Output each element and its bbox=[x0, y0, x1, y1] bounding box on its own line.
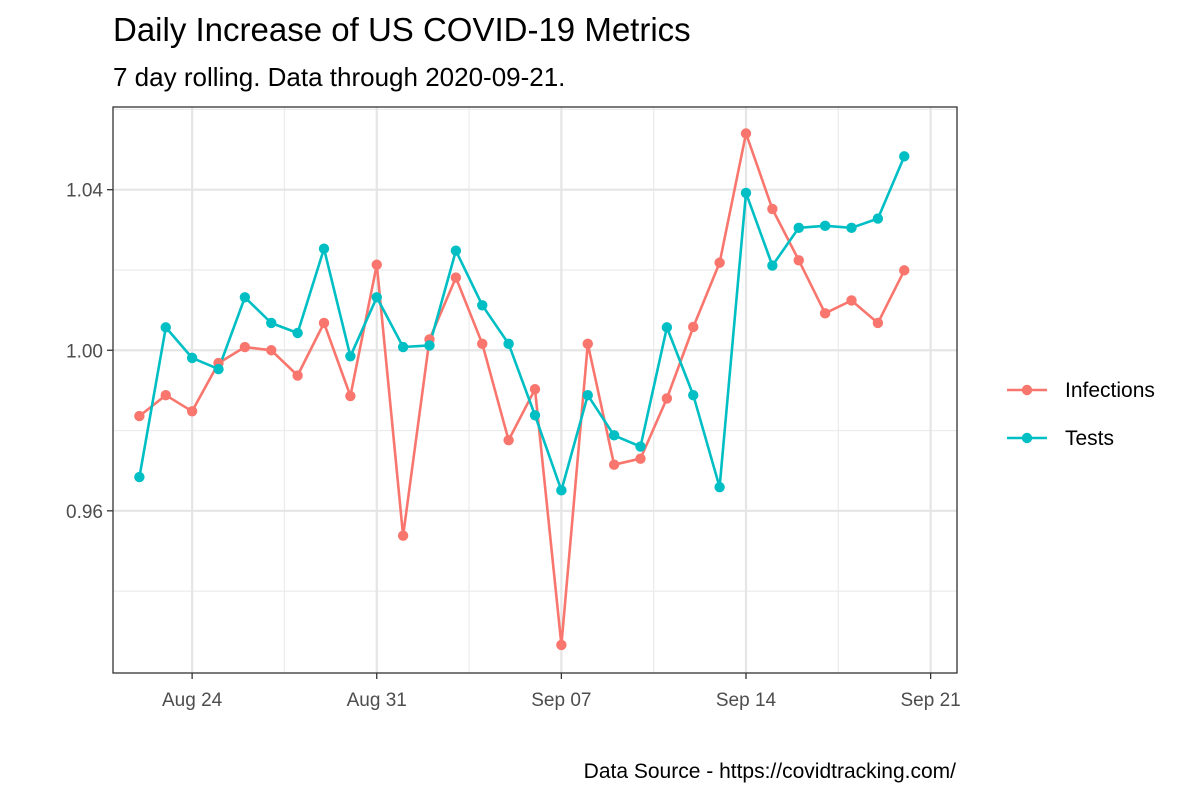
legend-key-point-tests bbox=[1021, 432, 1033, 444]
data-point-tests bbox=[899, 151, 910, 162]
data-point-tests bbox=[819, 220, 831, 232]
data-point-infections bbox=[767, 203, 778, 215]
data-point-infections bbox=[529, 383, 541, 395]
data-point-infections bbox=[160, 390, 171, 401]
data-point-infections bbox=[503, 434, 514, 446]
chart-subtitle: 7 day rolling. Data through 2020-09-21. bbox=[113, 62, 566, 92]
x-tick-label: Sep 07 bbox=[531, 690, 591, 711]
data-point-infections bbox=[872, 317, 884, 329]
data-point-infections bbox=[318, 317, 330, 329]
data-point-tests bbox=[160, 322, 171, 333]
x-tick-label: Aug 24 bbox=[162, 690, 223, 711]
data-point-tests bbox=[477, 300, 488, 311]
data-point-tests bbox=[556, 485, 567, 496]
data-point-infections bbox=[239, 341, 251, 353]
y-tick-label: 1.00 bbox=[66, 341, 103, 362]
data-point-tests bbox=[345, 351, 356, 362]
data-point-tests bbox=[318, 243, 330, 254]
data-point-tests bbox=[186, 352, 198, 364]
data-point-tests bbox=[872, 213, 884, 224]
data-point-tests bbox=[266, 317, 277, 329]
data-point-infections bbox=[846, 295, 857, 306]
data-point-infections bbox=[477, 338, 488, 350]
y-tick-label: 1.04 bbox=[66, 181, 103, 202]
data-point-infections bbox=[292, 370, 303, 381]
data-point-infections bbox=[635, 453, 646, 464]
data-point-infections bbox=[186, 406, 198, 417]
data-point-tests bbox=[424, 340, 435, 351]
data-point-tests bbox=[793, 222, 804, 234]
data-point-infections bbox=[661, 393, 673, 404]
data-point-infections bbox=[556, 639, 567, 651]
data-point-infections bbox=[134, 410, 145, 422]
data-point-infections bbox=[450, 272, 462, 283]
x-tick-label: Aug 31 bbox=[347, 690, 407, 711]
data-point-infections bbox=[688, 321, 699, 333]
data-point-tests bbox=[239, 292, 251, 303]
data-point-tests bbox=[846, 222, 857, 234]
data-point-infections bbox=[345, 390, 356, 402]
data-point-infections bbox=[899, 265, 910, 276]
data-point-tests bbox=[134, 471, 145, 483]
data-point-infections bbox=[714, 257, 725, 268]
data-point-tests bbox=[714, 481, 725, 493]
data-point-tests bbox=[740, 187, 752, 199]
legend-label-infections: Infections bbox=[1065, 379, 1155, 402]
data-point-tests bbox=[371, 292, 382, 303]
data-point-tests bbox=[529, 410, 541, 421]
data-point-infections bbox=[819, 308, 831, 319]
data-point-infections bbox=[371, 259, 382, 270]
data-point-tests bbox=[450, 245, 462, 256]
chart-title: Daily Increase of US COVID-19 Metrics bbox=[113, 11, 691, 48]
legend-key-point-infections bbox=[1021, 384, 1033, 396]
data-point-infections bbox=[582, 338, 593, 350]
series-line-tests bbox=[138, 155, 906, 492]
data-point-tests bbox=[767, 260, 778, 271]
data-point-tests bbox=[213, 363, 224, 375]
data-point-tests bbox=[661, 322, 673, 333]
x-tick-label: Sep 21 bbox=[901, 690, 961, 711]
legend-label-tests: Tests bbox=[1065, 427, 1114, 450]
y-tick-label: 0.96 bbox=[66, 502, 103, 523]
data-point-tests bbox=[397, 341, 409, 353]
data-point-infections bbox=[740, 128, 752, 139]
data-point-infections bbox=[397, 530, 409, 541]
data-point-tests bbox=[292, 327, 303, 339]
data-point-tests bbox=[503, 338, 514, 350]
x-tick-label: Sep 14 bbox=[716, 690, 777, 711]
plot-border bbox=[112, 106, 958, 674]
data-point-tests bbox=[635, 441, 646, 452]
data-source-caption: Data Source - https://covidtracking.com/ bbox=[583, 760, 956, 783]
data-point-infections bbox=[266, 345, 277, 356]
data-point-infections bbox=[793, 255, 804, 266]
data-point-tests bbox=[688, 390, 699, 401]
data-point-infections bbox=[608, 459, 620, 470]
data-point-tests bbox=[582, 390, 593, 401]
data-point-tests bbox=[608, 430, 620, 441]
